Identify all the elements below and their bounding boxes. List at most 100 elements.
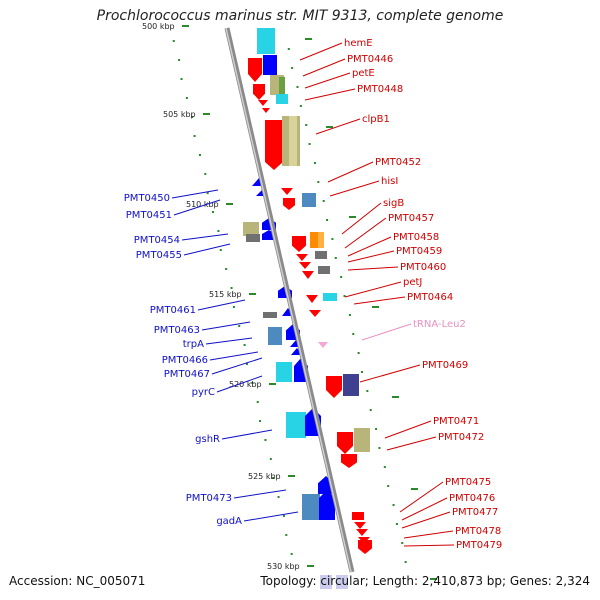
tick-dot: [232, 306, 235, 308]
gene-arrow: [265, 120, 283, 170]
gene-label-right: PMT0460: [400, 262, 446, 273]
major-tick: [392, 396, 399, 398]
gene-label-right: PMT0457: [388, 213, 434, 224]
leader-line: [329, 180, 380, 197]
tick-dot: [326, 219, 329, 221]
leader-line: [209, 351, 259, 361]
leader-line: [171, 189, 219, 199]
tick-dot: [299, 105, 302, 107]
leader-line: [302, 58, 346, 77]
gene-box: [315, 251, 327, 259]
tick-dot: [172, 40, 175, 42]
gene-triangle: [354, 522, 366, 529]
major-tick: [269, 383, 276, 385]
leader-line: [183, 243, 231, 256]
gene-label-right: PMT0477: [452, 507, 498, 518]
gene-label-right: sigB: [383, 198, 404, 209]
gene-box: [320, 575, 332, 589]
tick-dot: [366, 390, 369, 392]
leader-line: [344, 281, 402, 298]
tick-dot: [387, 485, 390, 487]
gene-label-right: PMT0458: [393, 232, 439, 243]
gene-arrow: [248, 58, 262, 82]
scale-label: 510 kbp: [186, 200, 219, 209]
gene-label-right: PMT0476: [449, 493, 495, 504]
backbone-highlight: [225, 27, 352, 573]
tick-dot: [296, 86, 299, 88]
gene-box: [302, 193, 316, 207]
gene-box: [263, 55, 277, 75]
tick-dot: [360, 371, 363, 373]
scale-label: 500 kbp: [142, 22, 175, 31]
leader-line: [403, 530, 454, 539]
tick-dot: [206, 192, 209, 194]
gene-label-right: PMT0472: [438, 432, 484, 443]
leader-line: [401, 497, 448, 521]
major-tick: [326, 126, 333, 128]
leader-line: [304, 72, 351, 89]
gene-triangle: [309, 310, 321, 317]
tick-dot: [212, 211, 215, 213]
tick-dot: [313, 162, 316, 164]
leader-line: [361, 323, 412, 341]
topology-text: Topology: circular; Length: 2,410,873 bp…: [260, 574, 590, 588]
gene-triangle: [258, 100, 268, 106]
leader-line: [181, 233, 229, 241]
major-tick: [249, 293, 256, 295]
gene-box: [268, 327, 282, 345]
gene-label-left: PMT0473: [186, 493, 232, 504]
leader-line: [341, 202, 382, 235]
gene-arrow: [341, 454, 357, 468]
tick-dot: [225, 268, 228, 270]
leader-line: [211, 357, 263, 375]
tick-dot: [357, 352, 360, 354]
gene-box: [343, 374, 359, 396]
gene-box: [289, 116, 297, 166]
gene-box: [336, 575, 348, 589]
leader-line: [384, 420, 432, 439]
gene-label-left: PMT0463: [154, 325, 200, 336]
tick-dot: [308, 143, 311, 145]
tick-dot: [378, 447, 381, 449]
scale-label: 530 kbp: [267, 562, 300, 571]
gene-arrow: [337, 432, 353, 454]
scale-label: 525 kbp: [248, 472, 281, 481]
leader-line: [201, 321, 251, 331]
gene-label-right: PMT0452: [375, 157, 421, 168]
gene-box: [246, 234, 260, 242]
gene-arrow: [292, 236, 306, 252]
gene-label-right: hisI: [381, 176, 398, 187]
gene-label-right: tRNA-Leu2: [413, 319, 466, 330]
tick-dot: [287, 48, 290, 50]
tick-dot: [290, 553, 293, 555]
gene-box: [354, 428, 370, 452]
gene-box: [302, 494, 320, 520]
tick-dot: [269, 458, 272, 460]
gene-triangle: [299, 262, 311, 269]
gene-box: [243, 222, 259, 236]
tick-dot: [230, 287, 233, 289]
scale-label: 520 kbp: [229, 380, 262, 389]
gene-label-left: pyrC: [192, 387, 215, 398]
leader-line: [299, 42, 343, 61]
major-tick: [372, 306, 379, 308]
gene-box: [323, 293, 337, 301]
tick-dot: [285, 534, 288, 536]
gene-features: [243, 28, 372, 589]
gene-label-left: trpA: [183, 339, 204, 350]
tick-dot: [198, 154, 201, 156]
gene-arrow: [319, 490, 335, 520]
tick-marks: [172, 40, 407, 563]
gene-label-right: petE: [352, 68, 375, 79]
leader-line: [399, 481, 444, 513]
tick-dot: [178, 59, 181, 61]
gene-box: [286, 412, 306, 438]
major-tick: [411, 488, 418, 490]
gene-triangle: [262, 108, 270, 113]
gene-label-left: gadA: [216, 516, 242, 527]
gene-label-left: PMT0467: [164, 369, 210, 380]
gene-triangle: [302, 271, 314, 279]
tick-dot: [243, 344, 246, 346]
scale-label: 515 kbp: [209, 290, 242, 299]
gene-box: [267, 28, 275, 54]
